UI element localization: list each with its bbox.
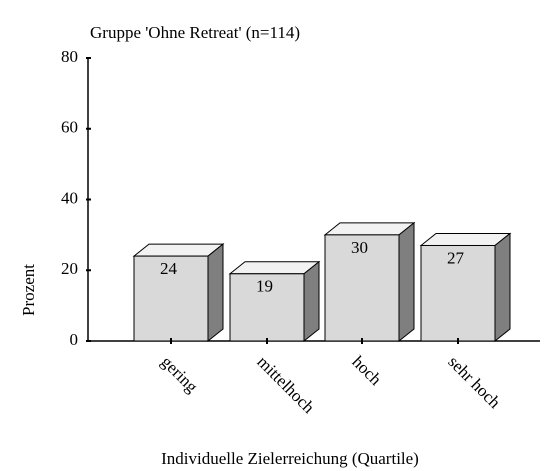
y-tick-label: 80 xyxy=(61,47,78,66)
x-tick-label: gering xyxy=(157,352,201,396)
y-tick-label: 20 xyxy=(61,259,78,278)
chart-title: Gruppe 'Ohne Retreat' (n=114) xyxy=(90,23,300,42)
y-axis-label: Prozent xyxy=(19,264,38,316)
bar-side xyxy=(303,260,320,343)
bar-side xyxy=(398,221,415,343)
bar-side xyxy=(207,243,224,343)
value-label: 30 xyxy=(351,238,368,257)
x-axis-label: Individuelle Zielerreichung (Quartile) xyxy=(161,449,419,468)
y-tick-label: 60 xyxy=(61,118,78,137)
x-tick-label: sehr hoch xyxy=(444,352,504,412)
value-label: 19 xyxy=(256,277,273,296)
y-tick-label: 40 xyxy=(61,188,78,207)
value-label: 24 xyxy=(160,259,178,278)
x-tick-label: mittelhoch xyxy=(253,352,318,417)
y-tick-label: 0 xyxy=(70,330,79,349)
x-tick-label: hoch xyxy=(348,352,385,389)
bar-side xyxy=(494,232,511,343)
value-label: 27 xyxy=(447,248,465,267)
bar xyxy=(324,234,400,342)
